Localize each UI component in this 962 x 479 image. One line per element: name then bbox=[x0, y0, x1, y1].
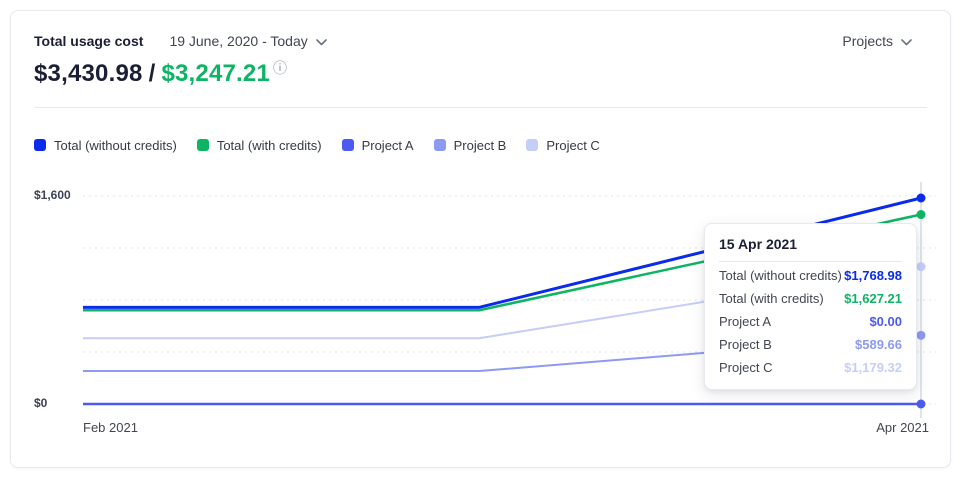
legend-label: Total (without credits) bbox=[54, 137, 177, 153]
legend-swatch bbox=[196, 139, 209, 151]
chevron-down-icon bbox=[901, 33, 912, 49]
x-axis-label-feb: Feb 2021 bbox=[83, 420, 138, 435]
data-point-dot-total-with-credits bbox=[916, 210, 926, 220]
usage-chart: $1,600 $0 Feb 2021 Apr 2021 15 Apr 2021 … bbox=[11, 176, 950, 448]
legend-item-project-c[interactable]: Project C bbox=[526, 137, 600, 153]
info-icon[interactable]: ⓘ bbox=[273, 60, 288, 76]
total-with-credits-amount: $3,247.21 bbox=[161, 60, 271, 87]
projects-dropdown-label: Projects bbox=[842, 33, 893, 49]
tooltip-row-value: $1,179.32 bbox=[844, 360, 902, 375]
legend-swatch bbox=[341, 139, 354, 151]
date-range-dropdown[interactable]: 19 June, 2020 - Today bbox=[169, 33, 327, 49]
page-title: Total usage cost bbox=[34, 33, 144, 49]
legend-label: Project C bbox=[546, 137, 600, 153]
tooltip-row-value: $1,768.98 bbox=[844, 268, 902, 283]
tooltip-title: 15 Apr 2021 bbox=[719, 236, 798, 252]
header-left: Total usage cost 19 June, 2020 - Today bbox=[34, 33, 327, 49]
data-point-dot-project-b bbox=[916, 330, 926, 340]
legend-swatch bbox=[433, 139, 446, 151]
date-range-label: 19 June, 2020 - Today bbox=[169, 33, 308, 49]
usage-cost-card: Total usage cost 19 June, 2020 - Today P… bbox=[10, 10, 951, 468]
tooltip-row-label: Project C bbox=[719, 360, 773, 375]
projects-dropdown[interactable]: Projects bbox=[842, 33, 912, 49]
totals-separator: / bbox=[148, 60, 156, 87]
tooltip-row-value: $1,627.21 bbox=[844, 291, 902, 306]
legend-label: Total (with credits) bbox=[216, 137, 322, 153]
tooltip-row: Project A $0.00 bbox=[719, 310, 902, 333]
y-axis-label-zero: $0 bbox=[34, 396, 48, 410]
legend-swatch bbox=[526, 139, 539, 151]
chart-legend: Total (without credits) Total (with credi… bbox=[11, 137, 950, 153]
tooltip-row-label: Project B bbox=[719, 337, 772, 352]
legend-item-project-a[interactable]: Project A bbox=[341, 137, 414, 153]
legend-item-total-without-credits[interactable]: Total (without credits) bbox=[34, 138, 177, 153]
chart-tooltip: 15 Apr 2021 Total (without credits) $1,76… bbox=[704, 223, 917, 390]
tooltip-row-label: Project A bbox=[719, 314, 772, 329]
header-divider bbox=[34, 107, 927, 108]
legend-label: Project B bbox=[453, 137, 507, 153]
tooltip-row: Total (with credits) $1,627.21 bbox=[719, 287, 902, 310]
tooltip-row: Project C $1,179.32 bbox=[719, 356, 902, 379]
legend-label: Project A bbox=[361, 137, 414, 153]
y-axis-label-max: $1,600 bbox=[34, 188, 71, 202]
chevron-down-icon bbox=[315, 33, 327, 49]
tooltip-row: Total (without credits) $1,768.98 bbox=[719, 264, 902, 287]
usage-totals: $3,430.98/$3,247.21 ⓘ bbox=[11, 58, 950, 88]
legend-item-project-b[interactable]: Project B bbox=[433, 137, 507, 153]
data-point-dot-project-a bbox=[916, 399, 926, 409]
data-point-dot-project-c bbox=[916, 262, 926, 272]
tooltip-row-label: Total (with credits) bbox=[719, 291, 824, 306]
legend-swatch bbox=[34, 139, 46, 151]
tooltip-row-value: $589.66 bbox=[855, 337, 902, 352]
card-header: Total usage cost 19 June, 2020 - Today P… bbox=[11, 11, 950, 49]
x-axis-label-apr: Apr 2021 bbox=[876, 420, 929, 435]
legend-item-total-with-credits[interactable]: Total (with credits) bbox=[196, 137, 322, 153]
tooltip-divider bbox=[719, 261, 902, 262]
data-point-dot-total-without-credits bbox=[916, 193, 926, 203]
tooltip-row: Project B $589.66 bbox=[719, 333, 902, 356]
tooltip-rows: Total (without credits) $1,768.98 Total (w… bbox=[719, 264, 902, 379]
total-without-credits-amount: $3,430.98 bbox=[34, 60, 143, 87]
tooltip-row-value: $0.00 bbox=[869, 314, 902, 329]
tooltip-row-label: Total (without credits) bbox=[719, 268, 842, 283]
